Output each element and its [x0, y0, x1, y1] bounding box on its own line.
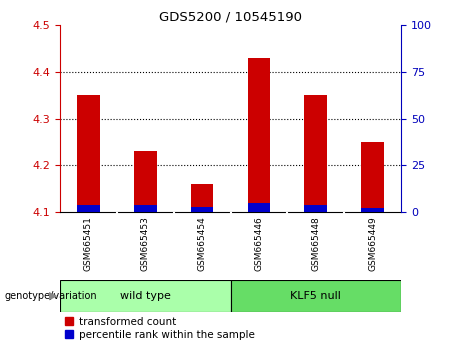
Bar — [248, 203, 270, 212]
Legend: transformed count, percentile rank within the sample: transformed count, percentile rank withi… — [65, 317, 254, 340]
Bar — [191, 184, 213, 212]
Text: wild type: wild type — [120, 291, 171, 301]
Bar — [191, 207, 213, 212]
Text: GSM665448: GSM665448 — [311, 216, 320, 270]
Text: ▶: ▶ — [49, 291, 58, 301]
Text: genotype/variation: genotype/variation — [5, 291, 97, 301]
Bar — [304, 205, 327, 212]
Bar — [304, 95, 327, 212]
Bar — [361, 142, 384, 212]
Bar — [230, 280, 401, 312]
Text: KLF5 null: KLF5 null — [290, 291, 341, 301]
Text: GSM665453: GSM665453 — [141, 216, 150, 271]
Text: GSM665451: GSM665451 — [84, 216, 93, 271]
Bar — [77, 205, 100, 212]
Text: GSM665446: GSM665446 — [254, 216, 263, 270]
Bar — [361, 208, 384, 212]
Bar — [248, 58, 270, 212]
Bar — [77, 95, 100, 212]
Text: GSM665454: GSM665454 — [198, 216, 207, 270]
Text: GDS5200 / 10545190: GDS5200 / 10545190 — [159, 11, 302, 24]
Bar — [134, 205, 157, 212]
Text: GSM665449: GSM665449 — [368, 216, 377, 270]
Bar — [60, 280, 230, 312]
Bar — [134, 152, 157, 212]
